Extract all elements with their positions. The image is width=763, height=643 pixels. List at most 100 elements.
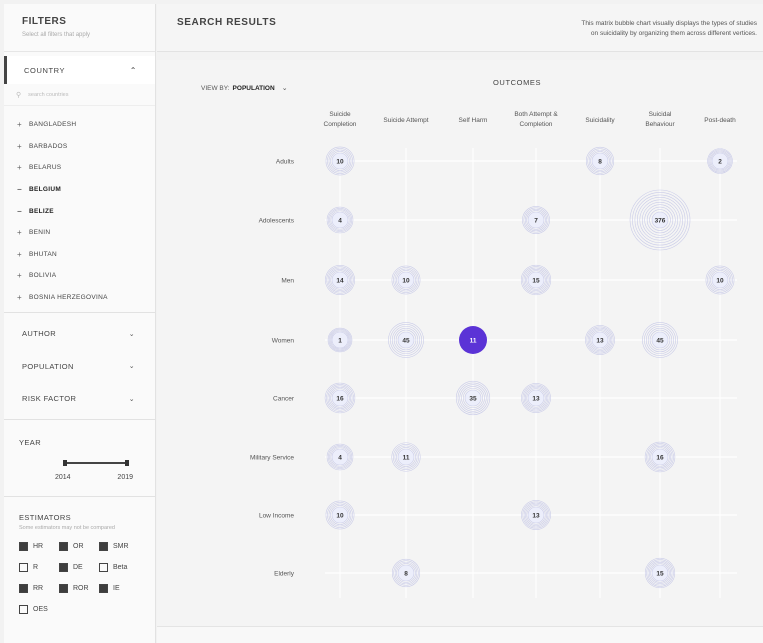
bubble[interactable]: 35 bbox=[455, 380, 491, 416]
bubble[interactable]: 10 bbox=[325, 146, 355, 176]
estimator-checkbox[interactable]: R bbox=[19, 563, 59, 573]
country-item[interactable]: − BELGIUM bbox=[4, 179, 155, 201]
bubble-ring bbox=[524, 208, 548, 232]
bubble-ring bbox=[459, 384, 487, 412]
country-item[interactable]: + BOLIVIA bbox=[4, 265, 155, 287]
bubble-ring bbox=[644, 441, 676, 473]
bubble-ring bbox=[330, 388, 350, 408]
estimator-checkbox[interactable]: SMR bbox=[99, 542, 139, 552]
bubble[interactable]: 10 bbox=[325, 500, 355, 530]
estimators-note: Some estimators may not be compared bbox=[19, 524, 115, 531]
country-item[interactable]: − BELIZE bbox=[4, 200, 155, 222]
bubble-ring bbox=[327, 444, 353, 470]
estimator-checkbox[interactable]: Beta bbox=[99, 563, 139, 573]
bubble[interactable]: 15 bbox=[644, 557, 676, 589]
bubble-ring bbox=[327, 267, 353, 293]
slider-handle-end[interactable] bbox=[125, 459, 129, 466]
country-item[interactable]: + BELARUS bbox=[4, 157, 155, 179]
bubble-ring bbox=[585, 146, 615, 176]
country-item[interactable]: + BANGLADESH bbox=[4, 114, 155, 136]
bubble-ring bbox=[393, 444, 419, 470]
bubble[interactable]: 11 bbox=[391, 442, 421, 472]
bubble-ring bbox=[326, 443, 354, 471]
bubble-value: 10 bbox=[336, 513, 344, 520]
bubble[interactable]: 13 bbox=[521, 383, 551, 413]
bubble[interactable]: 45 bbox=[642, 322, 678, 358]
estimator-checkbox[interactable]: ROR bbox=[59, 584, 99, 594]
bubble[interactable]: 2 bbox=[707, 148, 733, 174]
year-label: YEAR bbox=[19, 437, 42, 447]
bubble[interactable]: 16 bbox=[324, 382, 356, 414]
bubble-core bbox=[464, 389, 482, 407]
bubble[interactable]: 376 bbox=[629, 189, 691, 251]
bubble-ring bbox=[328, 386, 352, 410]
bubble-ring bbox=[523, 385, 549, 411]
estimator-label: R bbox=[33, 564, 39, 572]
filters-header: FILTERS Select all filters that apply bbox=[4, 4, 155, 52]
bubble[interactable]: 45 bbox=[388, 322, 424, 358]
bubble-ring bbox=[647, 444, 673, 470]
row-label: Cancer bbox=[273, 396, 295, 403]
bubble[interactable]: 8 bbox=[391, 558, 421, 588]
bubble[interactable]: 13 bbox=[521, 500, 551, 530]
country-item[interactable]: + BHUTAN bbox=[4, 244, 155, 266]
outcomes-title: OUTCOMES bbox=[493, 78, 542, 87]
bubble-ring bbox=[525, 387, 547, 409]
bubble[interactable]: 4 bbox=[326, 443, 354, 471]
country-item[interactable]: + BARBADOS bbox=[4, 136, 155, 158]
bubble-ring bbox=[327, 385, 353, 411]
bubble[interactable]: 11 bbox=[459, 326, 487, 354]
bubble[interactable]: 14 bbox=[325, 265, 355, 295]
bubble-ring bbox=[642, 322, 678, 358]
filter-group-author[interactable]: AUTHOR ⌄ bbox=[4, 317, 155, 350]
bubble-ring bbox=[325, 500, 355, 530]
bubble-value: 45 bbox=[656, 338, 664, 345]
country-search-input[interactable]: ⚲ search countries bbox=[4, 84, 155, 106]
filter-group-population[interactable]: POPULATION ⌄ bbox=[4, 350, 155, 383]
bubble-ring bbox=[647, 327, 673, 353]
country-item[interactable]: + BENIN bbox=[4, 222, 155, 244]
estimator-checkbox[interactable]: OES bbox=[19, 605, 59, 615]
country-filter-label: COUNTRY bbox=[24, 65, 66, 75]
view-by-label: VIEW BY: bbox=[201, 85, 230, 92]
bubble-value: 16 bbox=[336, 396, 344, 403]
bubble-ring bbox=[394, 445, 418, 469]
country-filter-toggle[interactable]: COUNTRY ⌃ bbox=[4, 56, 155, 84]
bubble-ring bbox=[330, 505, 350, 525]
bubble-value: 10 bbox=[336, 159, 344, 166]
bubble[interactable]: 8 bbox=[585, 146, 615, 176]
bubble[interactable]: 10 bbox=[705, 265, 735, 295]
estimator-checkbox[interactable]: HR bbox=[19, 542, 59, 552]
bubble[interactable]: 1 bbox=[327, 327, 353, 353]
bubble[interactable]: 13 bbox=[585, 325, 615, 355]
bubble-ring bbox=[326, 206, 354, 234]
bubble-ring bbox=[396, 270, 416, 290]
year-range-slider[interactable] bbox=[63, 459, 129, 466]
column-label: Suicidal bbox=[649, 111, 672, 118]
bubble-core bbox=[397, 448, 415, 466]
bubble-ring bbox=[396, 447, 416, 467]
minus-icon: − bbox=[17, 206, 22, 216]
slider-handle-start[interactable] bbox=[63, 459, 67, 466]
bubble-core bbox=[651, 211, 669, 229]
estimator-checkbox[interactable]: OR bbox=[59, 542, 99, 552]
bubble[interactable]: 15 bbox=[520, 264, 552, 296]
checkbox-box bbox=[99, 542, 108, 552]
bubble[interactable]: 4 bbox=[326, 206, 354, 234]
country-item[interactable]: + BOSNIA HERZEGOVINA bbox=[4, 287, 155, 309]
bubble[interactable]: 10 bbox=[391, 265, 421, 295]
bubble-ring bbox=[457, 382, 489, 414]
view-by-dropdown[interactable]: VIEW BY: POPULATION ⌄ bbox=[201, 84, 288, 92]
slider-track bbox=[63, 461, 129, 464]
column-label: Both Attempt & bbox=[514, 111, 558, 118]
bubble-value: 2 bbox=[718, 159, 722, 166]
estimator-checkbox[interactable]: RR bbox=[19, 584, 59, 594]
bubble[interactable]: 7 bbox=[522, 206, 550, 234]
bottom-bar bbox=[157, 626, 763, 643]
filter-group-risk-factor[interactable]: RISK FACTOR ⌄ bbox=[4, 382, 155, 415]
bubble[interactable]: 16 bbox=[644, 441, 676, 473]
country-list: + BANGLADESH + BARBADOS + BELARUS − BELGIUM − BEL… bbox=[4, 106, 155, 308]
bubble-ring bbox=[522, 266, 550, 294]
estimator-checkbox[interactable]: DE bbox=[59, 563, 99, 573]
estimator-checkbox[interactable]: IE bbox=[99, 584, 139, 594]
